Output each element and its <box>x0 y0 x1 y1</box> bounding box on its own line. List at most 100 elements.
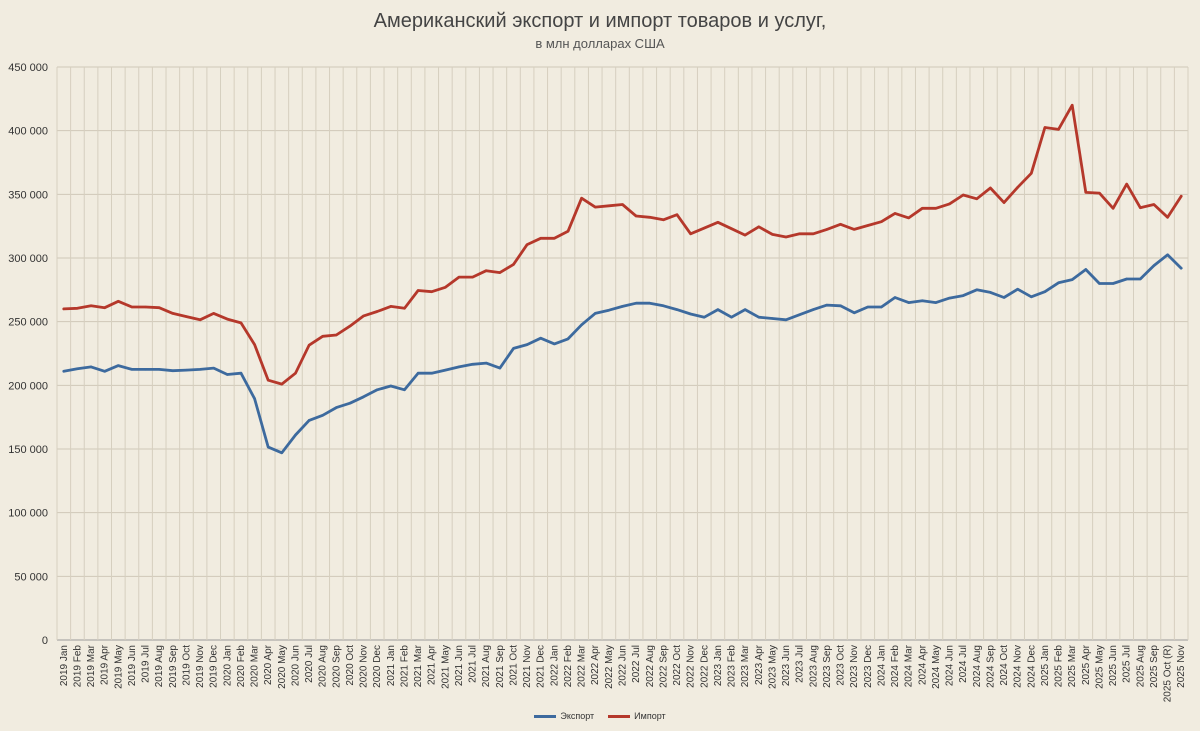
data-point-export <box>198 368 202 371</box>
data-point-export <box>743 308 747 311</box>
x-tick-label: 2024 Feb <box>890 645 901 688</box>
data-point-export <box>76 367 79 370</box>
data-point-export <box>839 304 842 307</box>
data-point-export <box>485 361 488 365</box>
data-point-import <box>226 317 229 321</box>
data-point-import <box>376 310 379 313</box>
data-point-export <box>1125 277 1128 281</box>
data-point-import <box>825 228 829 231</box>
data-point-import <box>1152 203 1156 206</box>
data-point-export <box>662 304 665 307</box>
data-point-export <box>852 311 856 314</box>
data-point-export <box>553 342 556 346</box>
data-point-export <box>226 373 229 376</box>
x-tick-label: 2025 May <box>1094 645 1105 689</box>
data-point-export <box>1057 281 1060 285</box>
x-tick-label: 2021 Mar <box>413 644 424 687</box>
data-point-export <box>525 343 529 346</box>
data-point-import <box>580 196 583 200</box>
data-point-import <box>934 207 938 210</box>
data-point-export <box>253 397 256 400</box>
data-point-import <box>1125 182 1128 186</box>
data-point-import <box>893 212 897 215</box>
x-tick-label: 2020 Sep <box>331 645 342 688</box>
data-point-import <box>280 382 284 386</box>
x-tick-label: 2022 Apr <box>590 644 601 685</box>
data-point-export <box>989 291 992 294</box>
x-tick-label: 2025 Feb <box>1054 645 1065 688</box>
data-point-export <box>975 288 978 292</box>
x-tick-label: 2022 Mar <box>577 644 588 687</box>
data-point-export <box>103 370 106 373</box>
data-point-export <box>648 302 651 305</box>
data-point-export <box>280 451 284 455</box>
x-tick-label: 2023 Oct <box>836 645 847 686</box>
data-point-import <box>784 235 788 239</box>
data-point-export <box>607 309 611 312</box>
data-point-export <box>1098 282 1101 285</box>
x-tick-label: 2024 May <box>931 645 942 689</box>
data-point-export <box>89 365 93 369</box>
x-tick-label: 2025 Apr <box>1081 644 1092 685</box>
x-tick-label: 2021 Oct <box>508 645 519 686</box>
data-point-import <box>566 230 570 233</box>
x-tick-label: 2021 Jan <box>386 645 397 686</box>
data-point-import <box>621 203 624 206</box>
data-point-export <box>1152 264 1156 267</box>
data-point-export <box>512 347 515 350</box>
data-point-export <box>267 445 270 449</box>
data-point-export <box>1179 266 1183 270</box>
data-point-export <box>757 316 760 319</box>
data-point-import <box>703 226 706 230</box>
data-point-export <box>893 296 897 299</box>
x-tick-label: 2025 Nov <box>1176 645 1187 688</box>
data-point-import <box>907 216 910 220</box>
x-tick-label: 2020 Jan <box>222 645 233 686</box>
data-point-import <box>512 263 515 266</box>
x-tick-label: 2021 May <box>440 645 451 689</box>
x-tick-label: 2020 May <box>277 645 288 689</box>
data-point-import <box>771 233 774 236</box>
data-point-export <box>471 363 474 366</box>
legend-label: Экспорт <box>560 711 595 721</box>
x-tick-label: 2023 Apr <box>754 644 765 685</box>
data-point-export <box>907 301 910 304</box>
x-tick-label: 2022 Jul <box>631 645 642 683</box>
data-point-import <box>1016 186 1019 189</box>
x-tick-label: 2024 Jul <box>958 645 969 683</box>
x-tick-label: 2025 Mar <box>1067 644 1078 687</box>
x-tick-label: 2024 Apr <box>917 644 928 685</box>
x-tick-label: 2020 Jun <box>290 645 301 686</box>
x-tick-label: 2022 Oct <box>672 645 683 686</box>
x-tick-label: 2019 May <box>113 645 124 689</box>
data-point-import <box>553 237 556 240</box>
data-point-import <box>430 290 433 293</box>
data-point-export <box>866 305 869 309</box>
x-tick-label: 2023 Jun <box>781 645 792 686</box>
y-tick-label: 0 <box>42 635 48 647</box>
data-point-export <box>430 372 433 375</box>
data-point-import <box>662 218 665 221</box>
data-point-import <box>444 286 447 289</box>
data-point-import <box>130 305 134 309</box>
x-tick-label: 2020 Dec <box>372 645 383 688</box>
data-point-export <box>389 384 393 388</box>
data-point-import <box>457 275 461 279</box>
x-tick-label: 2020 Mar <box>250 644 261 687</box>
data-point-import <box>362 314 365 318</box>
data-point-import <box>975 197 978 200</box>
x-tick-label: 2025 Sep <box>1149 645 1160 688</box>
x-tick-label: 2024 Aug <box>972 645 983 687</box>
x-tick-label: 2024 Jun <box>945 645 956 686</box>
data-point-export <box>934 301 938 304</box>
x-tick-label: 2021 Dec <box>536 645 547 688</box>
chart-title: Американский экспорт и импорт товаров и … <box>373 10 827 32</box>
legend-item-import: Импорт <box>608 711 666 721</box>
data-point-export <box>948 296 951 300</box>
data-point-export <box>634 302 638 305</box>
chart-subtitle: в млн долларах США <box>535 36 665 51</box>
data-point-import <box>307 344 311 347</box>
x-tick-label: 2022 May <box>604 645 615 689</box>
data-point-import <box>1084 191 1088 194</box>
